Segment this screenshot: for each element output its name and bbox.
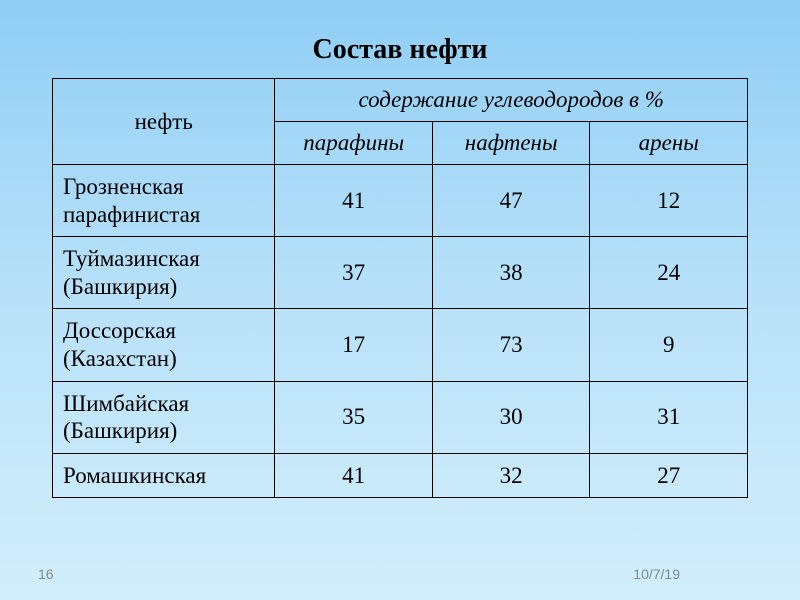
- row-value: 31: [590, 381, 748, 453]
- slide-title: Состав нефти: [0, 0, 800, 78]
- row-value: 41: [275, 165, 433, 237]
- row-name: Доссорская (Казахстан): [53, 309, 275, 381]
- row-value: 12: [590, 165, 748, 237]
- table-row: Доссорская (Казахстан) 17 73 9: [53, 309, 748, 381]
- row-value: 38: [432, 237, 590, 309]
- table-row: Грозненская парафинистая 41 47 12: [53, 165, 748, 237]
- table-row: Ромашкинская 41 32 27: [53, 453, 748, 498]
- row-value: 30: [432, 381, 590, 453]
- table-row: Шимбайская(Башкирия) 35 30 31: [53, 381, 748, 453]
- composition-table: нефть содержание углеводородов в % параф…: [52, 78, 748, 498]
- row-name: Ромашкинская: [53, 453, 275, 498]
- table-row: Туймазинская (Башкирия) 37 38 24: [53, 237, 748, 309]
- row-value: 47: [432, 165, 590, 237]
- row-value: 27: [590, 453, 748, 498]
- row-value: 37: [275, 237, 433, 309]
- header-content: содержание углеводородов в %: [275, 79, 748, 122]
- row-value: 35: [275, 381, 433, 453]
- row-name: Грозненская парафинистая: [53, 165, 275, 237]
- row-value: 24: [590, 237, 748, 309]
- row-name: Шимбайская(Башкирия): [53, 381, 275, 453]
- row-value: 9: [590, 309, 748, 381]
- row-value: 41: [275, 453, 433, 498]
- table-container: нефть содержание углеводородов в % параф…: [0, 78, 800, 498]
- slide-number: 16: [38, 566, 54, 582]
- row-name: Туймазинская (Башкирия): [53, 237, 275, 309]
- column-header-1: нафтены: [432, 122, 590, 165]
- row-value: 17: [275, 309, 433, 381]
- column-header-0: парафины: [275, 122, 433, 165]
- slide-date: 10/7/19: [633, 566, 680, 582]
- column-header-2: арены: [590, 122, 748, 165]
- row-value: 32: [432, 453, 590, 498]
- row-value: 73: [432, 309, 590, 381]
- header-oil: нефть: [53, 79, 275, 165]
